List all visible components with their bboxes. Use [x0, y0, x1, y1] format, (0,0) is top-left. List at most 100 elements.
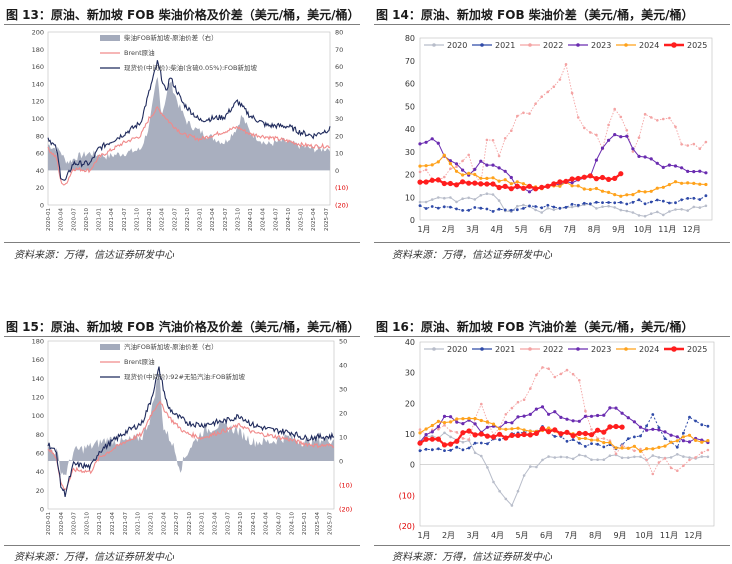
fig16-point-2022	[614, 452, 618, 456]
fig16-point-2024	[467, 416, 471, 420]
fig14-ytick: 0	[410, 216, 415, 225]
fig14-point-2022	[607, 123, 610, 127]
fig16-point-2024	[706, 439, 710, 443]
fig16-point-2020	[516, 489, 520, 493]
fig14-point-2020	[643, 214, 647, 218]
fig14-point-2023	[600, 146, 605, 150]
fig14-point-2025	[435, 177, 441, 183]
fig16-point-2023	[461, 422, 465, 426]
fig16-point-2022	[553, 375, 557, 379]
fig14-point-2022	[625, 129, 629, 132]
fig14-point-2024	[661, 185, 665, 189]
fig16-point-2025	[588, 432, 595, 438]
fig14-point-2020	[443, 196, 446, 200]
fig13-xtick: 2024-07	[273, 208, 279, 231]
fig14-point-2020	[686, 209, 689, 212]
fig13-ytick-right: 60	[335, 63, 343, 71]
fig13-xtick: 2025-04	[311, 208, 317, 231]
fig14-point-2020	[473, 198, 477, 201]
fig14-point-2022	[485, 138, 489, 142]
fig14-point-2021	[467, 208, 471, 212]
fig16-point-2020	[535, 465, 538, 469]
fig13-ytick-right: 0	[335, 167, 339, 175]
fig14-point-2023	[454, 162, 459, 166]
fig14-point-2020	[698, 206, 702, 209]
fig16-point-2025	[503, 435, 509, 441]
fig14-point-2023	[692, 170, 696, 174]
fig16-bottom-rule	[374, 545, 730, 546]
fig15-xtick: 2023-01	[200, 512, 206, 535]
fig13-ytick-right: 70	[335, 46, 343, 54]
fig16-point-2023	[516, 415, 520, 419]
fig15-ytick-left: 0	[40, 506, 44, 514]
fig14-point-2024	[448, 162, 452, 166]
fig16-xtick: 11月	[660, 531, 678, 540]
fig14-xtick: 11月	[658, 225, 676, 234]
fig14-point-2024	[515, 180, 519, 184]
fig16-xtick: 9月	[613, 531, 626, 540]
fig16-legend-label-2022: 2022	[543, 345, 563, 354]
fig14-point-2020	[437, 196, 440, 199]
fig16-point-2023	[626, 416, 630, 420]
fig16-point-2024	[449, 420, 453, 424]
fig16-point-2021	[663, 437, 667, 440]
fig16-legend-label-2023: 2023	[591, 345, 611, 354]
fig14-point-2025	[417, 179, 423, 185]
fig14-point-2024	[588, 187, 592, 192]
fig16-point-2022	[571, 372, 575, 376]
fig16-point-2024	[479, 418, 483, 423]
fig16-xtick: 2月	[442, 531, 455, 540]
fig14-point-2025	[441, 180, 447, 187]
fig14-point-2020	[680, 208, 683, 211]
fig16-point-2024	[430, 423, 434, 428]
fig16-point-2022	[651, 472, 655, 476]
fig15-xtick: 2020-10	[84, 512, 90, 535]
fig14-xtick: 9月	[612, 225, 625, 234]
fig16-point-2022	[461, 437, 465, 440]
fig14-point-2022	[704, 140, 708, 144]
fig14-point-2025	[551, 181, 557, 187]
fig14-point-2021	[515, 208, 519, 212]
fig14-point-2024	[667, 183, 672, 187]
fig16-point-2020	[486, 466, 489, 469]
fig16-point-2020	[633, 455, 636, 459]
fig16-point-2021	[657, 426, 661, 429]
fig16-point-2023	[645, 428, 649, 432]
fig13-xtick: 2024-10	[286, 208, 292, 231]
fig16-legend-marker-2023	[576, 347, 580, 351]
fig16-point-2020	[706, 455, 710, 459]
fig16-point-2020	[449, 435, 452, 439]
fig14-point-2025	[533, 186, 539, 192]
fig16-top-rule	[374, 336, 730, 337]
fig16-point-2024	[657, 445, 661, 449]
fig14-bottom-rule	[374, 242, 730, 243]
fig13-xtick: 2022-04	[160, 208, 166, 231]
fig16-point-2024	[504, 427, 508, 431]
fig16-point-2025	[509, 432, 515, 438]
fig14-point-2020	[649, 212, 653, 215]
fig16-ytick: (10)	[399, 491, 415, 500]
fig14-ytick: 70	[405, 57, 415, 66]
fig16-point-2025	[533, 430, 540, 436]
fig14-point-2021	[680, 198, 683, 202]
fig16-point-2024	[632, 444, 637, 448]
fig13-xtick: 2021-10	[134, 208, 140, 231]
fig14-xtick: 1月	[417, 225, 430, 234]
fig14-point-2021	[552, 205, 556, 209]
fig16-point-2025	[478, 431, 484, 437]
fig16-point-2024	[700, 440, 704, 444]
fig13-ytick-left: 160	[32, 63, 44, 71]
fig15-ytick-left: 40	[36, 468, 44, 476]
fig14-point-2020	[540, 211, 543, 214]
fig14-point-2023	[625, 134, 629, 138]
fig16-point-2023	[485, 425, 489, 429]
fig16-point-2022	[547, 367, 550, 371]
fig16-point-2025	[595, 427, 601, 433]
fig15-legend-label: 现货价(中间价):92#无铅汽油:FOB新加坡	[124, 372, 245, 381]
fig14-point-2025	[557, 179, 563, 185]
fig16-point-2025	[441, 442, 448, 448]
fig14-point-2025	[447, 180, 453, 187]
fig14-point-2020	[424, 200, 428, 204]
fig13-xtick: 2022-07	[172, 208, 178, 231]
fig15-xtick: 2025-01	[302, 512, 308, 535]
